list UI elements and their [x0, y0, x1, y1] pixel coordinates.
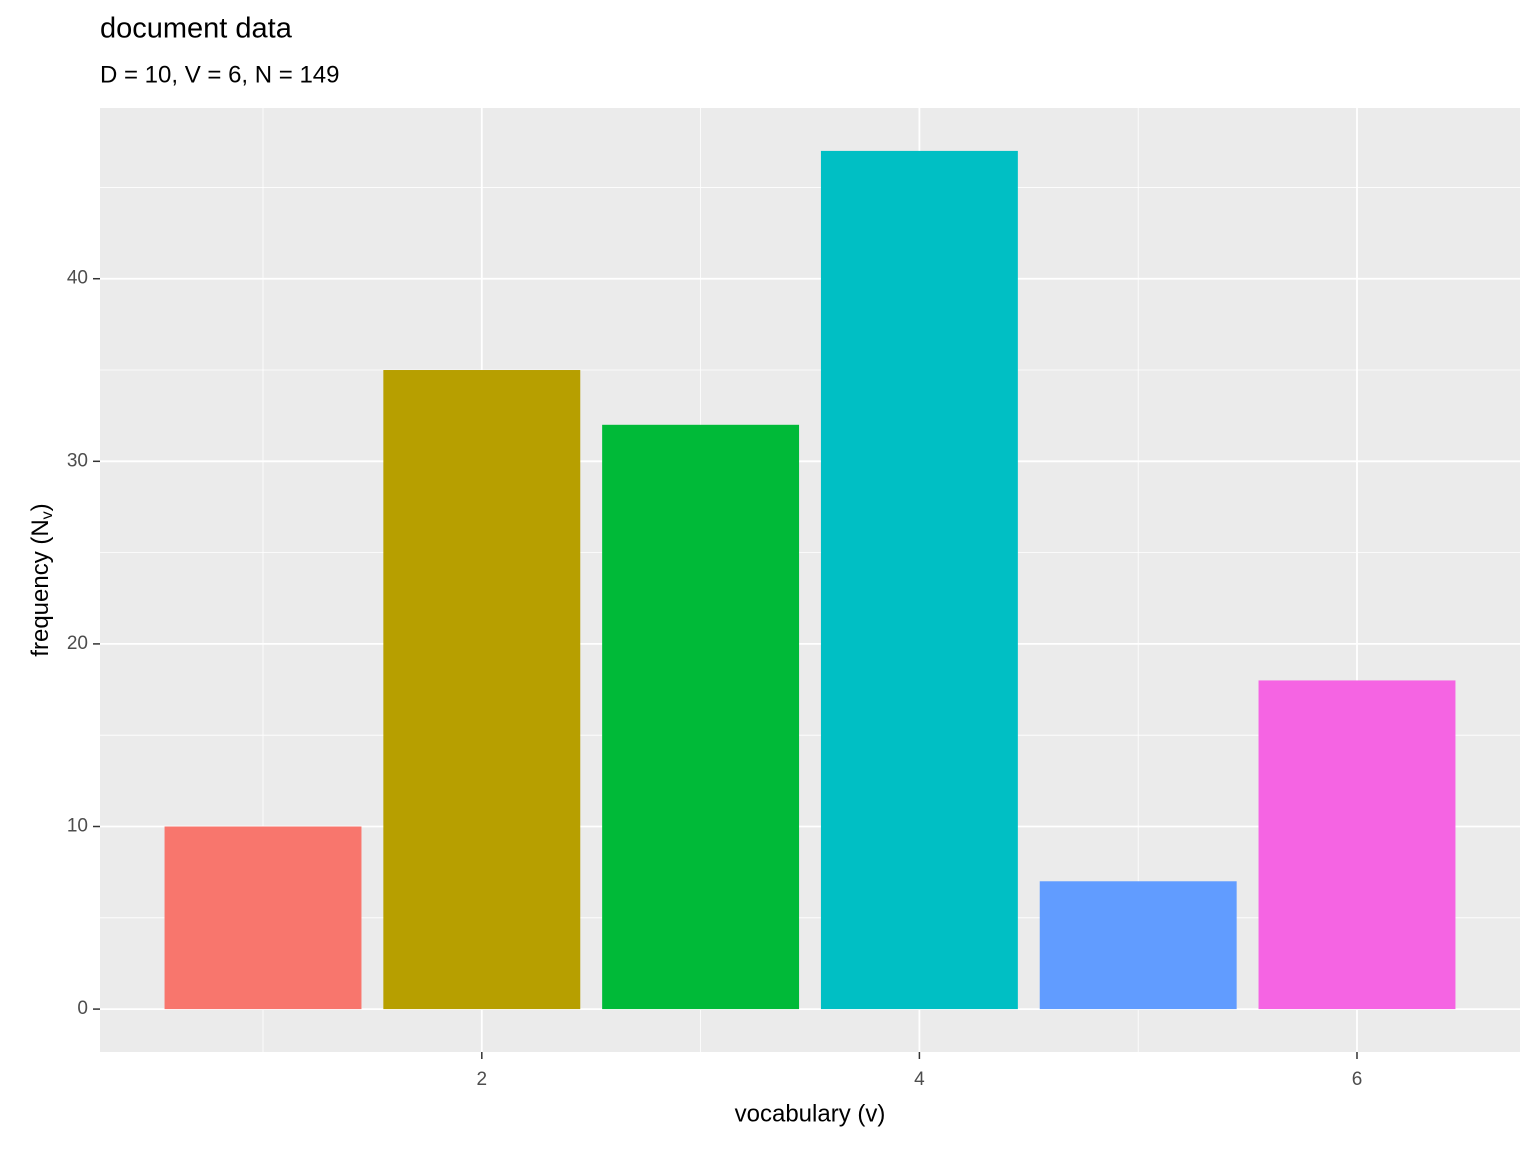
- y-tick-label: 0: [77, 998, 88, 1019]
- chart-subtitle: D = 10, V = 6, N = 149: [100, 61, 339, 88]
- bar: [602, 424, 800, 1010]
- bar: [164, 826, 362, 1010]
- bar: [383, 370, 581, 1010]
- y-label-sub: v: [39, 511, 56, 519]
- x-axis-label: vocabulary (v): [735, 1100, 886, 1127]
- y-tick-label: 20: [67, 633, 88, 654]
- x-tick-label: 4: [914, 1069, 925, 1090]
- x-tick-label: 2: [477, 1069, 488, 1090]
- bar: [1039, 881, 1237, 1010]
- chart-title: document data: [100, 13, 293, 45]
- bar: [1258, 680, 1456, 1010]
- y-tick-label: 40: [67, 268, 88, 289]
- x-tick-label: 6: [1352, 1069, 1363, 1090]
- y-tick-label: 30: [67, 450, 88, 471]
- plot-layer: [100, 108, 1520, 1052]
- bar: [820, 150, 1018, 1010]
- y-tick-label: 10: [67, 816, 88, 837]
- y-label-end: ): [27, 503, 54, 511]
- y-label-main: frequency (N: [27, 519, 54, 656]
- y-axis-label: frequency (Nv): [27, 503, 56, 656]
